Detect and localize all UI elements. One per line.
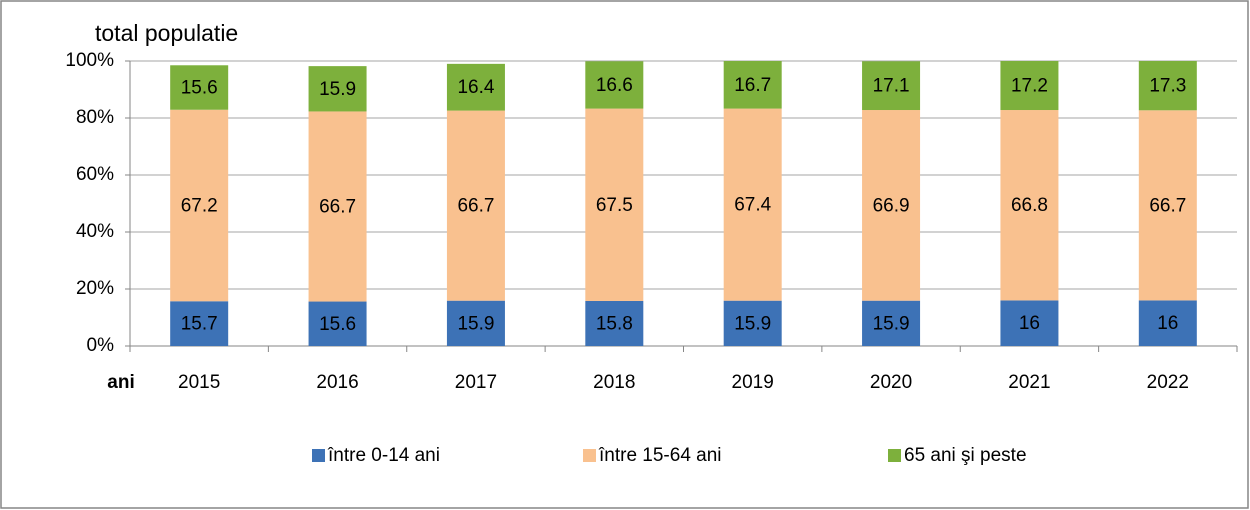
data-label: 16.7 bbox=[734, 75, 771, 96]
legend-swatch bbox=[583, 449, 596, 462]
x-tick-label: 2018 bbox=[593, 372, 635, 393]
bar-segment bbox=[170, 109, 229, 302]
legend-label: între 15-64 ani bbox=[598, 445, 722, 466]
data-label: 15.9 bbox=[734, 313, 771, 334]
bar-segment bbox=[1138, 61, 1197, 111]
x-tick-label: 2016 bbox=[316, 372, 358, 393]
data-label: 67.2 bbox=[181, 196, 218, 217]
y-tick-label: 60% bbox=[76, 164, 114, 185]
y-tick-label: 0% bbox=[87, 335, 115, 356]
data-label: 66.8 bbox=[1011, 195, 1048, 216]
bar-segment bbox=[862, 300, 921, 346]
x-tick-label: 2022 bbox=[1147, 372, 1189, 393]
data-label: 66.7 bbox=[319, 197, 356, 218]
bar-segment bbox=[1000, 61, 1059, 111]
data-label: 17.3 bbox=[1149, 76, 1186, 97]
data-label: 15.6 bbox=[319, 314, 356, 335]
x-tick-label: 2019 bbox=[732, 372, 774, 393]
bar-segment bbox=[1000, 300, 1059, 346]
bar-segment bbox=[446, 110, 505, 301]
data-label: 17.2 bbox=[1011, 76, 1048, 97]
x-tick-label: 2017 bbox=[455, 372, 497, 393]
data-label: 16.6 bbox=[596, 75, 633, 96]
x-tick-label: 2015 bbox=[178, 372, 220, 393]
data-label: 15.7 bbox=[181, 314, 218, 335]
data-label: 66.7 bbox=[457, 196, 494, 217]
data-label: 15.9 bbox=[873, 313, 910, 334]
bar-segment bbox=[862, 61, 921, 111]
data-label: 67.4 bbox=[734, 195, 771, 216]
data-label: 66.7 bbox=[1149, 195, 1186, 216]
bar-segment bbox=[170, 301, 229, 346]
data-label: 67.5 bbox=[596, 195, 633, 216]
bar-segment bbox=[585, 300, 644, 346]
data-label: 15.9 bbox=[319, 79, 356, 100]
y-tick-label: 20% bbox=[76, 278, 114, 299]
data-label: 17.1 bbox=[873, 76, 910, 97]
bar-segment bbox=[1138, 110, 1197, 301]
data-label: 15.9 bbox=[457, 313, 494, 334]
y-tick-label: 100% bbox=[65, 50, 114, 71]
data-label: 66.9 bbox=[873, 195, 910, 216]
x-tick-label: 2020 bbox=[870, 372, 912, 393]
bar-segment bbox=[308, 301, 367, 346]
bar-segment bbox=[723, 108, 782, 301]
bar-segment bbox=[170, 65, 229, 110]
bar-segment bbox=[446, 300, 505, 346]
x-tick-label: 2021 bbox=[1008, 372, 1050, 393]
bar-segment bbox=[862, 110, 921, 301]
bar-segment bbox=[723, 300, 782, 346]
y-tick-label: 40% bbox=[76, 221, 114, 242]
data-label: 16 bbox=[1157, 313, 1178, 334]
bar-segment bbox=[1138, 300, 1197, 346]
data-label: 15.8 bbox=[596, 314, 633, 335]
bar-segment bbox=[446, 63, 505, 111]
x-axis-label: ani bbox=[107, 372, 134, 393]
legend-label: 65 ani şi peste bbox=[904, 445, 1027, 466]
legend-swatch bbox=[888, 449, 901, 462]
bar-segment bbox=[723, 61, 782, 109]
bar-segment bbox=[308, 111, 367, 302]
bar-segment bbox=[585, 108, 644, 301]
data-label: 16.4 bbox=[457, 77, 494, 98]
chart-title: total populatie bbox=[95, 20, 238, 46]
legend-swatch bbox=[312, 449, 325, 462]
legend-label: între 0-14 ani bbox=[327, 445, 440, 466]
bar-segment bbox=[308, 66, 367, 112]
data-label: 16 bbox=[1019, 313, 1040, 334]
bar-segment bbox=[585, 61, 644, 109]
bar-segment bbox=[1000, 110, 1059, 301]
y-tick-label: 80% bbox=[76, 107, 114, 128]
data-label: 15.6 bbox=[181, 78, 218, 99]
